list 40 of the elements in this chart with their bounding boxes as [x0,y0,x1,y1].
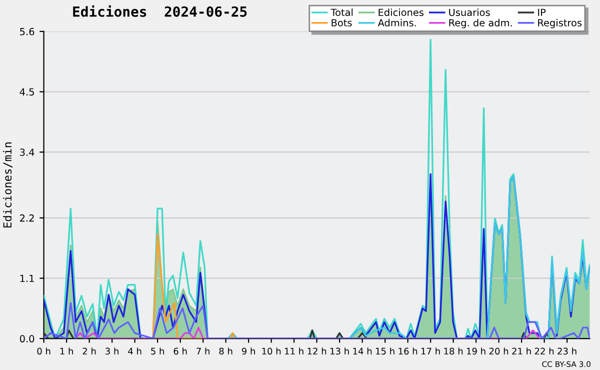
x-tick-label: 20 h [489,348,508,355]
x-tick-label: 11 h [285,348,304,354]
y-tick-label: 3.4 [20,148,34,156]
x-tick-label: 17 h [422,348,440,354]
x-tick-label: 13 h [330,348,349,355]
y-tick-label: 1.1 [20,274,34,282]
y-axis-title: Ediciones/min [3,142,12,228]
x-tick-label: 1 h [60,348,73,354]
legend-label: Ediciones [378,8,424,16]
legend-label: IP [538,8,546,16]
x-tick-label: 2 h [82,348,96,354]
x-tick-label: 9 h [242,348,255,355]
x-tick-label: 10 h [262,348,281,355]
x-tick-label: 14 h [353,348,372,354]
legend-label: Total [330,8,353,16]
x-tick-label: 8 h [219,348,232,355]
legend-label: Registros [538,18,582,28]
x-tick-label: 3 h [106,348,118,355]
x-tick-label: 18 h [444,348,463,355]
x-tick-label: 5 h [151,348,164,355]
y-tick-label: 4.5 [20,88,34,96]
x-tick-label: 16 h [398,348,418,355]
y-tick-label: 5.6 [20,28,34,36]
legend-label: Admins. [378,18,416,26]
x-tick-label: 0 h [37,348,50,355]
x-tick-label: 4 h [128,348,142,354]
x-tick-label: 22 h [534,348,554,354]
legend-label: Usuarios [449,8,490,16]
x-tick-label: 12 h [308,348,326,354]
x-tick-label: 15 h [376,348,394,355]
x-tick-label: 23 h [558,348,576,355]
y-tick-label: 2.2 [20,214,34,222]
x-tick-label: 6 h [174,348,187,355]
x-tick-label: 19 h [467,348,486,355]
x-tick-label: 7 h [196,348,210,354]
y-tick-label: 0.0 [20,335,34,342]
chart-title: Ediciones 2024-06-25 [73,5,247,17]
legend-label: Bots [332,19,352,26]
x-tick-label: 21 h [512,348,531,354]
legend-label: Reg. de adm. [449,18,512,28]
